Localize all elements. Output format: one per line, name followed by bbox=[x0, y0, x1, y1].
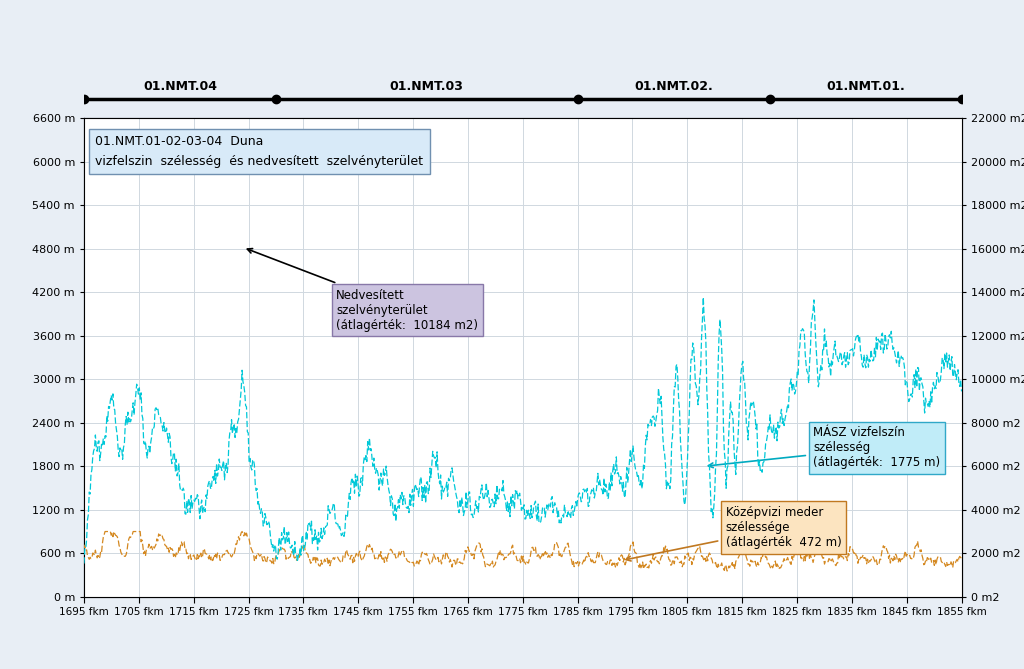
Text: MÁSZ vizfelszín
szélesség
(átlagérték:  1775 m): MÁSZ vizfelszín szélesség (átlagérték: 1… bbox=[709, 426, 941, 470]
Text: 01.NMT.02.: 01.NMT.02. bbox=[634, 80, 713, 94]
Text: 01.NMT.04: 01.NMT.04 bbox=[143, 80, 217, 94]
Text: 01.NMT.03: 01.NMT.03 bbox=[390, 80, 464, 94]
Text: 01.NMT.01.: 01.NMT.01. bbox=[826, 80, 905, 94]
Text: Középvizi meder
szélessége
(átlagérték  472 m): Középvizi meder szélessége (átlagérték 4… bbox=[626, 506, 842, 561]
Text: Nedvesített
szelvényterület
(átlagérték:  10184 m2): Nedvesített szelvényterület (átlagérték:… bbox=[248, 249, 478, 332]
Text: 01.NMT.01-02-03-04  Duna
vizfelszin  szélesség  és nedvesített  szelvényterület: 01.NMT.01-02-03-04 Duna vizfelszin széle… bbox=[95, 135, 423, 168]
